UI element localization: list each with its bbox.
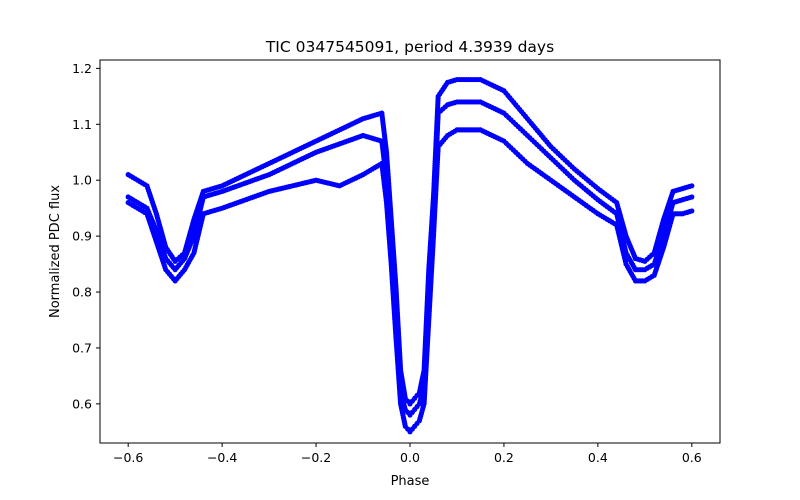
data-points	[125, 76, 695, 435]
series-0	[125, 76, 695, 407]
x-tick-label: −0.6	[113, 450, 143, 465]
y-tick-label: 1.2	[72, 61, 92, 76]
y-tick-label: 0.7	[72, 340, 92, 355]
data-point	[689, 194, 695, 200]
x-tick-label: 0.0	[400, 450, 420, 465]
series-2	[125, 127, 695, 435]
y-axis-label: Normalized PDC flux	[48, 185, 63, 318]
x-tick-label: −0.4	[207, 450, 237, 465]
x-tick-label: 0.4	[588, 450, 608, 465]
x-tick-label: 0.2	[494, 450, 514, 465]
y-tick-label: 0.8	[72, 285, 92, 300]
data-point	[689, 183, 695, 189]
y-tick-label: 0.6	[72, 396, 92, 411]
y-tick-label: 0.9	[72, 229, 92, 244]
x-axis-label: Phase	[391, 474, 430, 489]
x-tick-label: 0.6	[682, 450, 702, 465]
chart-title: TIC 0347545091, period 4.3939 days	[265, 38, 554, 56]
x-axis: −0.6 −0.4 −0.2 0.0 0.2 0.4 0.6	[113, 443, 702, 465]
y-axis: 0.6 0.7 0.8 0.9 1.0 1.1 1.2	[72, 61, 100, 411]
x-tick-label: −0.2	[301, 450, 331, 465]
data-point	[689, 208, 695, 214]
y-tick-label: 1.1	[72, 117, 92, 132]
series-1	[125, 99, 695, 418]
y-tick-label: 1.0	[72, 173, 92, 188]
